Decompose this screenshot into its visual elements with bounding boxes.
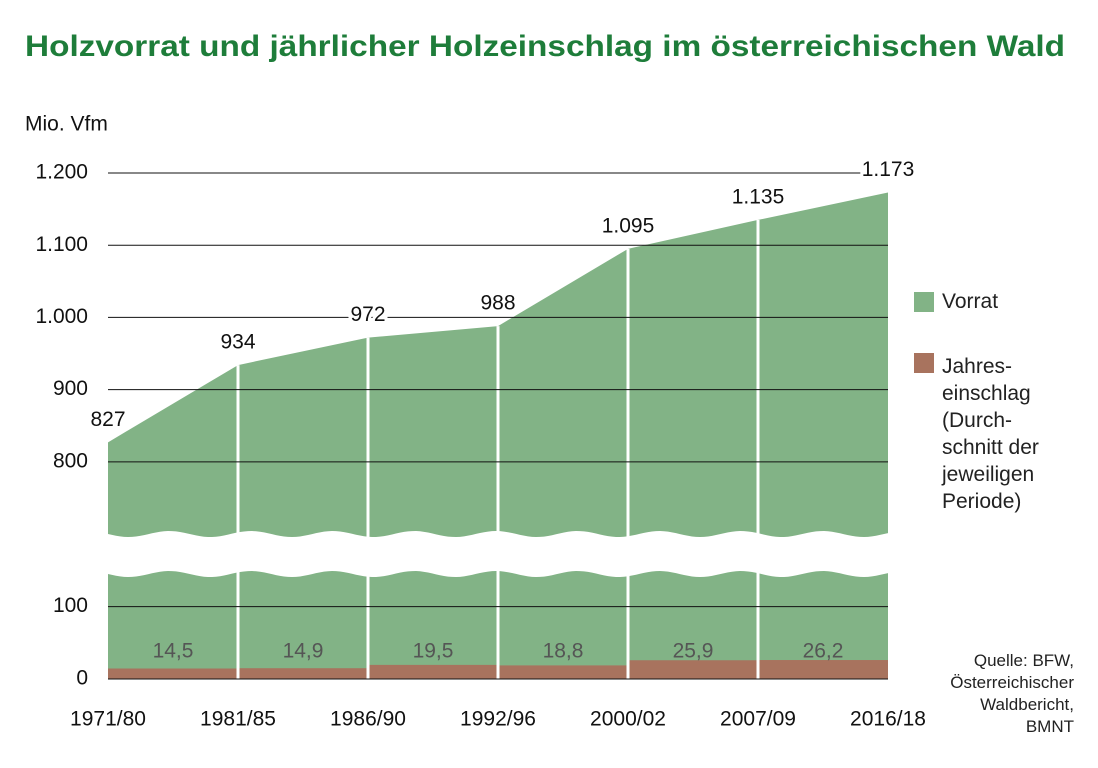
x-tick-label: 2000/02 xyxy=(590,708,666,731)
x-tick-label: 2016/18 xyxy=(850,708,926,731)
x-tick-label: 1992/96 xyxy=(460,708,536,731)
y-axis-label: Mio. Vfm xyxy=(25,113,108,136)
y-tick-label: 900 xyxy=(53,377,88,400)
bar xyxy=(368,664,498,679)
data-label: 1.173 xyxy=(862,158,915,181)
data-label: 26,2 xyxy=(803,640,844,663)
bar xyxy=(238,668,368,679)
data-label: 14,9 xyxy=(283,640,324,663)
legend-label: Jahres- einschlag (Durch- schnitt der je… xyxy=(942,355,1039,513)
data-label: 14,5 xyxy=(153,640,194,663)
data-label: 19,5 xyxy=(413,640,454,663)
data-label: 972 xyxy=(350,303,385,326)
x-tick-label: 1986/90 xyxy=(330,708,406,731)
data-label: 18,8 xyxy=(543,640,584,663)
y-tick-label: 100 xyxy=(53,594,88,617)
data-label: 1.095 xyxy=(602,214,655,237)
data-label: 934 xyxy=(220,331,255,354)
y-tick-label: 1.200 xyxy=(35,161,88,184)
bar xyxy=(758,660,888,679)
bar xyxy=(498,665,628,679)
y-tick-label: 0 xyxy=(76,667,88,690)
source: Quelle: BFW, Österreichischer Waldberich… xyxy=(950,651,1074,736)
legend-swatch xyxy=(914,292,934,312)
legend-swatch xyxy=(914,353,934,373)
y-tick-label: 1.000 xyxy=(35,305,88,328)
data-label: 827 xyxy=(90,408,125,431)
y-tick-label: 800 xyxy=(53,449,88,472)
y-tick-label: 1.100 xyxy=(35,233,88,256)
bar xyxy=(108,668,238,679)
legend-label: Vorrat xyxy=(942,290,999,313)
data-label: 25,9 xyxy=(673,640,714,663)
data-label: 1.135 xyxy=(732,185,785,208)
data-label: 988 xyxy=(480,292,515,315)
bar xyxy=(628,660,758,679)
x-tick-label: 1981/85 xyxy=(200,708,276,731)
x-tick-label: 2007/09 xyxy=(720,708,796,731)
chart-title: Holzvorrat und jährlicher Holzeinschlag … xyxy=(25,30,1065,63)
x-tick-label: 1971/80 xyxy=(70,708,146,731)
